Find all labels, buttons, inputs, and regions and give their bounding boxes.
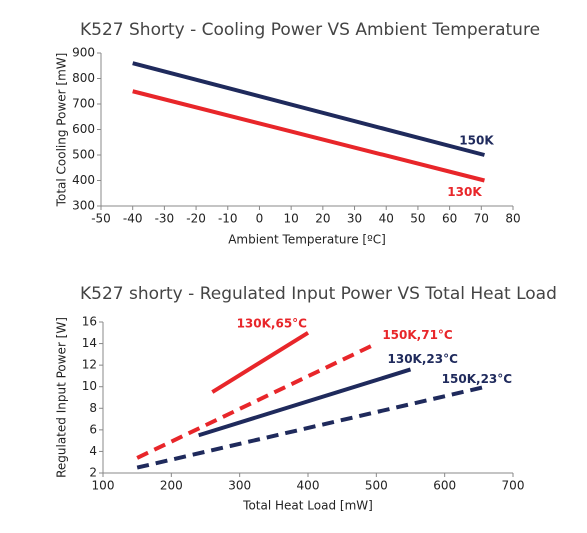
x-tick-label: 40 (379, 212, 394, 226)
y-tick-label: 6 (89, 422, 97, 436)
series-line (136, 384, 487, 470)
y-tick-label: 800 (72, 71, 95, 85)
y-tick-label: 900 (72, 46, 95, 60)
series-label: 150K (459, 134, 494, 148)
y-tick-label: 14 (82, 336, 97, 350)
x-tick-label: 10 (284, 212, 299, 226)
series-line (198, 367, 412, 438)
y-axis-label: Regulated Input Power [W] (55, 317, 69, 478)
y-tick-label: 2 (89, 466, 97, 480)
chart-title: K527 Shorty - Cooling Power VS Ambient T… (80, 20, 540, 40)
y-axis-label: Total Cooling Power [mW] (55, 53, 69, 208)
y-tick-label: 12 (82, 358, 97, 372)
y-tick-label: 700 (72, 97, 95, 111)
series-label: 150K,23°C (442, 372, 513, 386)
x-tick-label: -50 (91, 212, 111, 226)
series-line (136, 341, 378, 460)
y-tick-label: 8 (89, 401, 97, 415)
x-tick-label: 30 (347, 212, 362, 226)
chart-title: K527 shorty - Regulated Input Power VS T… (80, 284, 557, 304)
x-tick-label: -10 (218, 212, 238, 226)
series-label: 130K,23°C (388, 352, 459, 366)
y-tick-label: 16 (82, 315, 97, 329)
series-label: 150K,71°C (382, 328, 453, 342)
x-tick-label: 500 (365, 479, 388, 493)
series-line (132, 89, 485, 183)
x-tick-label: 20 (315, 212, 330, 226)
x-tick-label: 50 (410, 212, 425, 226)
x-tick-label: 100 (92, 479, 115, 493)
x-tick-label: 80 (505, 212, 520, 226)
series-line (211, 331, 310, 394)
series-label: 130K (447, 185, 482, 199)
series-line (132, 61, 485, 157)
x-tick-label: 700 (502, 479, 525, 493)
x-tick-label: 200 (160, 479, 183, 493)
y-tick-label: 300 (72, 199, 95, 213)
x-tick-label: 600 (433, 479, 456, 493)
x-axis-label: Total Heat Load [mW] (242, 499, 373, 513)
x-tick-label: -40 (123, 212, 143, 226)
x-tick-label: -30 (155, 212, 175, 226)
x-tick-label: 300 (228, 479, 251, 493)
y-tick-label: 500 (72, 148, 95, 162)
x-axis-label: Ambient Temperature [ºC] (228, 233, 386, 247)
x-tick-label: 70 (474, 212, 489, 226)
x-tick-label: 400 (297, 479, 320, 493)
x-tick-label: 0 (256, 212, 264, 226)
y-tick-label: 400 (72, 173, 95, 187)
y-tick-label: 4 (89, 444, 97, 458)
x-tick-label: -20 (186, 212, 206, 226)
series-label: 130K,65°C (237, 316, 308, 330)
y-tick-label: 10 (82, 379, 97, 393)
x-tick-label: 60 (442, 212, 457, 226)
y-tick-label: 600 (72, 122, 95, 136)
